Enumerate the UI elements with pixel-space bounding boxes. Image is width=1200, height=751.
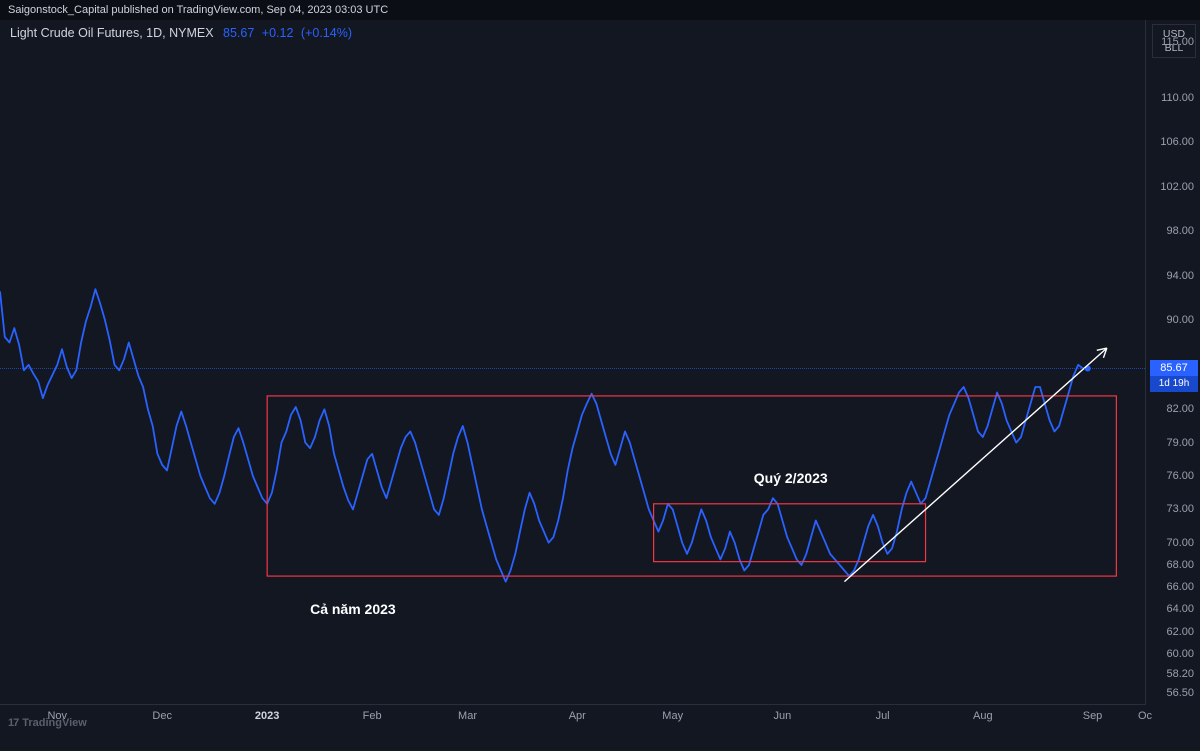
y-tick: 110.00 xyxy=(1161,92,1194,104)
x-tick: Oc xyxy=(1138,710,1152,722)
y-tick: 68.00 xyxy=(1166,559,1194,571)
x-tick: Jun xyxy=(774,710,792,722)
tradingview-logo-icon: 17 xyxy=(8,717,18,729)
x-tick: 2023 xyxy=(255,710,279,722)
last-price-dashed-line xyxy=(0,368,1145,369)
x-tick: Mar xyxy=(458,710,477,722)
legend-change: +0.12 xyxy=(262,26,294,40)
last-price-label: 85.67 xyxy=(1150,360,1198,376)
countdown-label: 1d 19h xyxy=(1150,376,1198,392)
chart-plot-area[interactable]: Cả năm 2023 Quý 2/2023 xyxy=(0,20,1146,705)
y-tick: 79.00 xyxy=(1166,437,1194,449)
chart-legend[interactable]: Light Crude Oil Futures, 1D, NYMEX 85.67… xyxy=(10,26,352,40)
y-tick: 56.50 xyxy=(1166,687,1194,699)
chart-root: Light Crude Oil Futures, 1D, NYMEX 85.67… xyxy=(0,20,1200,731)
x-tick: Jul xyxy=(876,710,890,722)
y-tick: 73.00 xyxy=(1166,503,1194,515)
annotation-small-box-label: Quý 2/2023 xyxy=(754,470,828,486)
x-tick: Sep xyxy=(1083,710,1103,722)
y-axis[interactable]: USD BLL 85.67 1d 19h 115.00110.00106.001… xyxy=(1145,20,1200,704)
chart-svg-layer xyxy=(0,20,1145,704)
y-tick: 82.00 xyxy=(1166,403,1194,415)
x-tick: May xyxy=(662,710,683,722)
y-tick: 58.20 xyxy=(1166,668,1194,680)
y-tick: 60.00 xyxy=(1166,648,1194,660)
x-axis[interactable]: NovDec2023FebMarAprMayJunJulAugSepOc xyxy=(0,704,1145,731)
y-tick: 76.00 xyxy=(1166,470,1194,482)
legend-change-pct: (+0.14%) xyxy=(301,26,352,40)
publish-banner-text: Saigonstock_Capital published on Trading… xyxy=(8,4,388,16)
y-tick: 64.00 xyxy=(1166,603,1194,615)
tradingview-watermark[interactable]: 17 TradingView xyxy=(8,717,87,729)
y-tick: 66.00 xyxy=(1166,581,1194,593)
y-tick: 62.00 xyxy=(1166,626,1194,638)
x-tick: Feb xyxy=(363,710,382,722)
x-tick: Apr xyxy=(569,710,586,722)
legend-symbol: Light Crude Oil Futures, 1D, NYMEX xyxy=(10,26,214,40)
y-tick: 115.00 xyxy=(1161,36,1194,48)
tradingview-text: TradingView xyxy=(22,717,87,729)
x-tick: Aug xyxy=(973,710,993,722)
legend-last: 85.67 xyxy=(223,26,254,40)
publish-banner: Saigonstock_Capital published on Trading… xyxy=(0,0,1200,20)
x-tick: Dec xyxy=(152,710,172,722)
y-tick: 106.00 xyxy=(1160,136,1194,148)
annotation-large-box-label: Cả năm 2023 xyxy=(310,601,396,617)
y-tick: 98.00 xyxy=(1166,225,1194,237)
y-tick: 90.00 xyxy=(1166,314,1194,326)
y-tick: 102.00 xyxy=(1160,181,1194,193)
y-tick: 94.00 xyxy=(1166,270,1194,282)
y-tick: 70.00 xyxy=(1166,537,1194,549)
